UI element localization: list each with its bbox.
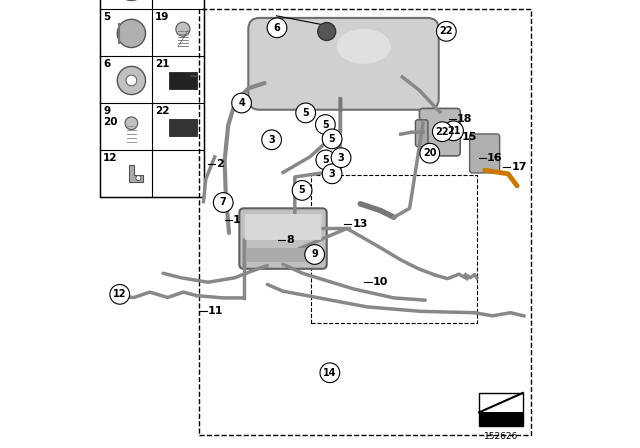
Text: 12: 12 (113, 289, 127, 299)
Polygon shape (129, 165, 143, 181)
Circle shape (213, 193, 233, 212)
Text: 11: 11 (208, 306, 223, 316)
Circle shape (433, 122, 452, 142)
Text: 2: 2 (216, 159, 224, 168)
Circle shape (320, 363, 340, 383)
Circle shape (316, 115, 335, 134)
FancyBboxPatch shape (244, 214, 321, 240)
Bar (100, 0, 204, 197)
Circle shape (125, 117, 138, 129)
Circle shape (296, 103, 316, 123)
Circle shape (117, 19, 145, 47)
Text: 13: 13 (352, 219, 367, 229)
Circle shape (444, 121, 463, 141)
Circle shape (262, 130, 282, 150)
Text: 5: 5 (322, 120, 329, 129)
Circle shape (317, 22, 335, 40)
Text: 12: 12 (103, 153, 118, 163)
Text: 8: 8 (286, 235, 294, 245)
Text: 6: 6 (103, 59, 111, 69)
Circle shape (232, 93, 252, 113)
Circle shape (292, 181, 312, 200)
Text: 16: 16 (486, 153, 502, 163)
Circle shape (267, 18, 287, 38)
Text: 5: 5 (103, 12, 111, 22)
Text: 5: 5 (329, 134, 335, 144)
Text: 22: 22 (155, 106, 169, 116)
Text: 6: 6 (274, 23, 280, 33)
Text: 152626: 152626 (484, 432, 518, 441)
Circle shape (110, 284, 129, 304)
Bar (199, 9, 531, 435)
FancyBboxPatch shape (470, 134, 500, 173)
Circle shape (332, 148, 351, 168)
Text: 4: 4 (238, 98, 245, 108)
Text: 5: 5 (299, 185, 305, 195)
Text: 3: 3 (338, 153, 344, 163)
Text: 22: 22 (436, 127, 449, 137)
Text: 3: 3 (329, 169, 335, 179)
Bar (479, 412, 523, 426)
Text: 9: 9 (311, 250, 318, 259)
FancyBboxPatch shape (248, 18, 438, 110)
Circle shape (316, 150, 335, 170)
Bar (479, 393, 523, 426)
Circle shape (136, 176, 141, 181)
Text: 17: 17 (511, 162, 527, 172)
Circle shape (323, 129, 342, 149)
Circle shape (436, 22, 456, 41)
Text: 7: 7 (220, 198, 227, 207)
Text: 22: 22 (440, 26, 453, 36)
Text: 19: 19 (155, 12, 169, 22)
Text: 21: 21 (155, 59, 169, 69)
Text: 5: 5 (302, 108, 309, 118)
Text: 18: 18 (457, 114, 472, 124)
Circle shape (112, 291, 123, 302)
Text: 1: 1 (232, 215, 241, 224)
Text: 10: 10 (372, 277, 388, 287)
Text: 15: 15 (461, 132, 477, 142)
Text: 14: 14 (323, 368, 337, 378)
FancyBboxPatch shape (419, 108, 460, 156)
Bar (311, 175, 477, 323)
Bar (246, 248, 320, 262)
Circle shape (305, 245, 324, 264)
FancyBboxPatch shape (415, 120, 428, 146)
Text: 20: 20 (423, 148, 436, 158)
Circle shape (176, 22, 190, 36)
Bar (169, 72, 197, 89)
Circle shape (323, 164, 342, 184)
Ellipse shape (337, 29, 390, 64)
FancyBboxPatch shape (239, 208, 326, 269)
Circle shape (420, 143, 440, 163)
Bar (169, 119, 197, 136)
Text: 21: 21 (447, 126, 460, 136)
Circle shape (126, 75, 137, 86)
Circle shape (117, 66, 145, 95)
Text: 9
20: 9 20 (103, 106, 118, 127)
Text: 5: 5 (323, 155, 329, 165)
Text: 3: 3 (268, 135, 275, 145)
